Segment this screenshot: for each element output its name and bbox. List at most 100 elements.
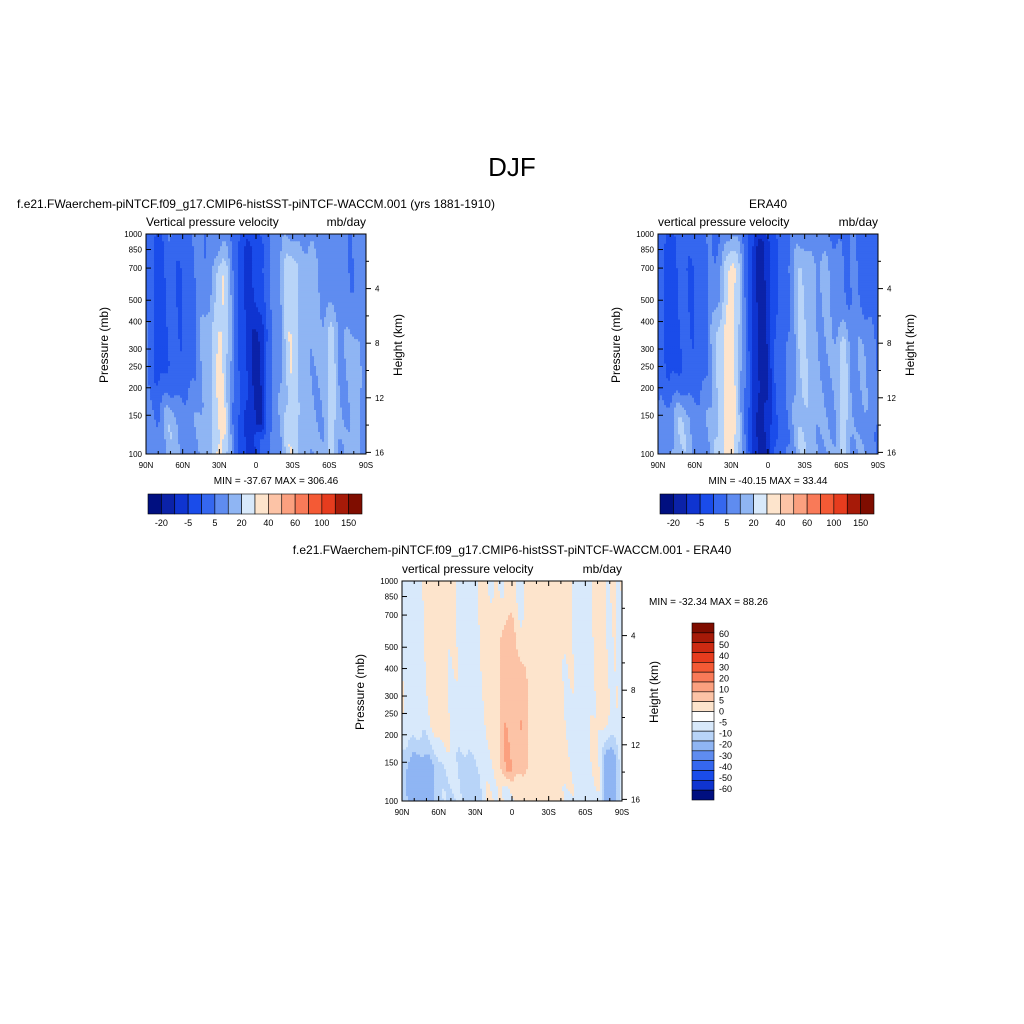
- contour-cell: [362, 236, 365, 240]
- contour-cell: [302, 256, 305, 260]
- contour-cell: [172, 234, 175, 238]
- contour-cell: [364, 290, 366, 294]
- contour-cell: [344, 314, 347, 318]
- contour-cell: [220, 322, 223, 326]
- contour-cell: [312, 336, 315, 340]
- contour-cell: [270, 292, 273, 296]
- contour-cell: [222, 256, 225, 260]
- contour-cell: [270, 314, 273, 318]
- contour-cell: [310, 297, 313, 301]
- contour-cell: [234, 287, 237, 291]
- contour-cell: [250, 339, 253, 343]
- contour-cell: [202, 290, 205, 294]
- contour-cell: [360, 234, 363, 238]
- contour-cell: [204, 300, 207, 304]
- contour-cell: [252, 241, 255, 245]
- contour-cell: [150, 319, 153, 323]
- contour-cell: [190, 344, 193, 348]
- contour-cell: [250, 292, 253, 296]
- contour-cell: [230, 282, 233, 286]
- contour-cell: [222, 263, 225, 267]
- contour-cell: [170, 238, 173, 242]
- contour-cell: [246, 280, 249, 284]
- contour-cell: [328, 280, 331, 284]
- contour-cell: [170, 280, 173, 284]
- contour-cell: [352, 317, 355, 321]
- contour-cell: [322, 278, 325, 282]
- contour-cell: [312, 265, 315, 269]
- contour-cell: [226, 253, 229, 257]
- contour-cell: [210, 302, 213, 306]
- contour-cell: [216, 304, 219, 308]
- contour-cell: [340, 251, 343, 255]
- contour-cell: [300, 326, 303, 330]
- contour-cell: [326, 312, 329, 316]
- contour-cell: [320, 258, 323, 262]
- contour-cell: [154, 275, 157, 279]
- contour-cell: [150, 241, 153, 245]
- contour-cell: [246, 265, 249, 269]
- contour-cell: [256, 270, 259, 274]
- contour-cell: [200, 336, 203, 340]
- contour-cell: [172, 280, 175, 284]
- contour-cell: [358, 339, 361, 343]
- contour-cell: [262, 297, 265, 301]
- contour-cell: [340, 292, 343, 296]
- contour-cell: [282, 300, 285, 304]
- contour-cell: [346, 309, 349, 313]
- contour-cell: [272, 339, 275, 343]
- contour-cell: [226, 314, 229, 318]
- contour-cell: [362, 285, 365, 289]
- contour-cell: [302, 236, 305, 240]
- contour-cell: [202, 248, 205, 252]
- contour-cell: [300, 334, 303, 338]
- contour-cell: [328, 300, 331, 304]
- contour-cell: [306, 295, 309, 299]
- contour-cell: [248, 300, 251, 304]
- contour-cell: [232, 319, 235, 323]
- contour-cell: [338, 295, 341, 299]
- contour-cell: [180, 268, 183, 272]
- contour-cell: [278, 273, 281, 277]
- contour-cell: [172, 339, 175, 343]
- contour-cell: [358, 268, 361, 272]
- contour-cell: [290, 302, 293, 306]
- contour-cell: [354, 312, 357, 316]
- contour-cell: [206, 300, 209, 304]
- contour-cell: [280, 295, 283, 299]
- contour-cell: [178, 270, 181, 274]
- contour-cell: [284, 302, 287, 306]
- contour-cell: [342, 312, 345, 316]
- contour-cell: [240, 282, 243, 286]
- contour-cell: [244, 285, 247, 289]
- contour-cell: [186, 287, 189, 291]
- contour-cell: [206, 290, 209, 294]
- contour-cell: [200, 317, 203, 321]
- contour-cell: [334, 238, 337, 242]
- contour-cell: [358, 285, 361, 289]
- contour-cell: [338, 275, 341, 279]
- contour-cell: [348, 292, 351, 296]
- contour-cell: [202, 260, 205, 264]
- contour-cell: [148, 324, 151, 328]
- contour-cell: [268, 329, 271, 333]
- contour-cell: [152, 234, 155, 238]
- contour-cell: [278, 256, 281, 260]
- contour-cell: [360, 324, 363, 328]
- contour-cell: [326, 246, 329, 250]
- contour-cell: [180, 292, 183, 296]
- contour-cell: [304, 302, 307, 306]
- contour-cell: [180, 300, 183, 304]
- contour-cell: [364, 253, 366, 257]
- contour-cell: [314, 258, 317, 262]
- contour-cell: [330, 336, 333, 340]
- contour-cell: [254, 260, 257, 264]
- contour-cell: [252, 331, 255, 335]
- contour-cell: [292, 324, 295, 328]
- contour-cell: [304, 336, 307, 340]
- contour-cell: [154, 260, 157, 264]
- contour-cell: [260, 282, 263, 286]
- contour-cell: [292, 307, 295, 311]
- contour-cell: [362, 273, 365, 277]
- contour-cell: [272, 251, 275, 255]
